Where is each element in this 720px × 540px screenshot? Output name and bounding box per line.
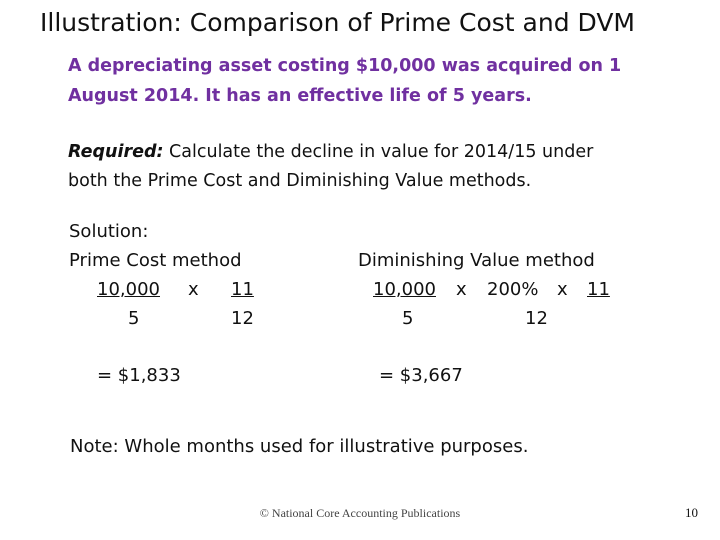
intro-line-2: August 2014. It has an effective life of… (68, 86, 532, 106)
page-number: 10 (685, 505, 698, 520)
required-line-1: Required: Calculate the decline in value… (68, 142, 658, 162)
required-text-1: Calculate the decline in value for 2014/… (163, 142, 594, 162)
prime-cost-heading: Prime Cost method (69, 250, 242, 271)
dv-times-2: x (557, 279, 568, 300)
prime-cost-result: = $1,833 (97, 365, 181, 386)
prime-cost-denominator-1: 5 (128, 308, 140, 329)
prime-cost-numerator-1: 10,000 (97, 279, 160, 300)
prime-cost-denominator-2: 12 (231, 308, 254, 329)
dv-result: = $3,667 (379, 365, 463, 386)
prime-cost-times: x (188, 279, 199, 300)
dv-rate: 200% (487, 279, 539, 300)
dv-denominator-1: 5 (402, 308, 414, 329)
intro-line-1: A depreciating asset costing $10,000 was… (68, 56, 622, 76)
solution-label: Solution: (69, 221, 149, 242)
footer-copyright: © National Core Accounting Publications (259, 506, 461, 520)
prime-cost-numerator-2: 11 (231, 279, 254, 300)
dv-numerator-1: 10,000 (373, 279, 436, 300)
required-line-2: both the Prime Cost and Diminishing Valu… (68, 171, 532, 191)
dv-numerator-3: 11 (587, 279, 610, 300)
dv-denominator-2: 12 (525, 308, 548, 329)
required-label: Required: (68, 142, 164, 162)
dv-times-1: x (456, 279, 467, 300)
diminishing-value-heading: Diminishing Value method (358, 250, 595, 271)
note: Note: Whole months used for illustrative… (70, 436, 529, 457)
slide-title: Illustration: Comparison of Prime Cost a… (40, 8, 635, 37)
